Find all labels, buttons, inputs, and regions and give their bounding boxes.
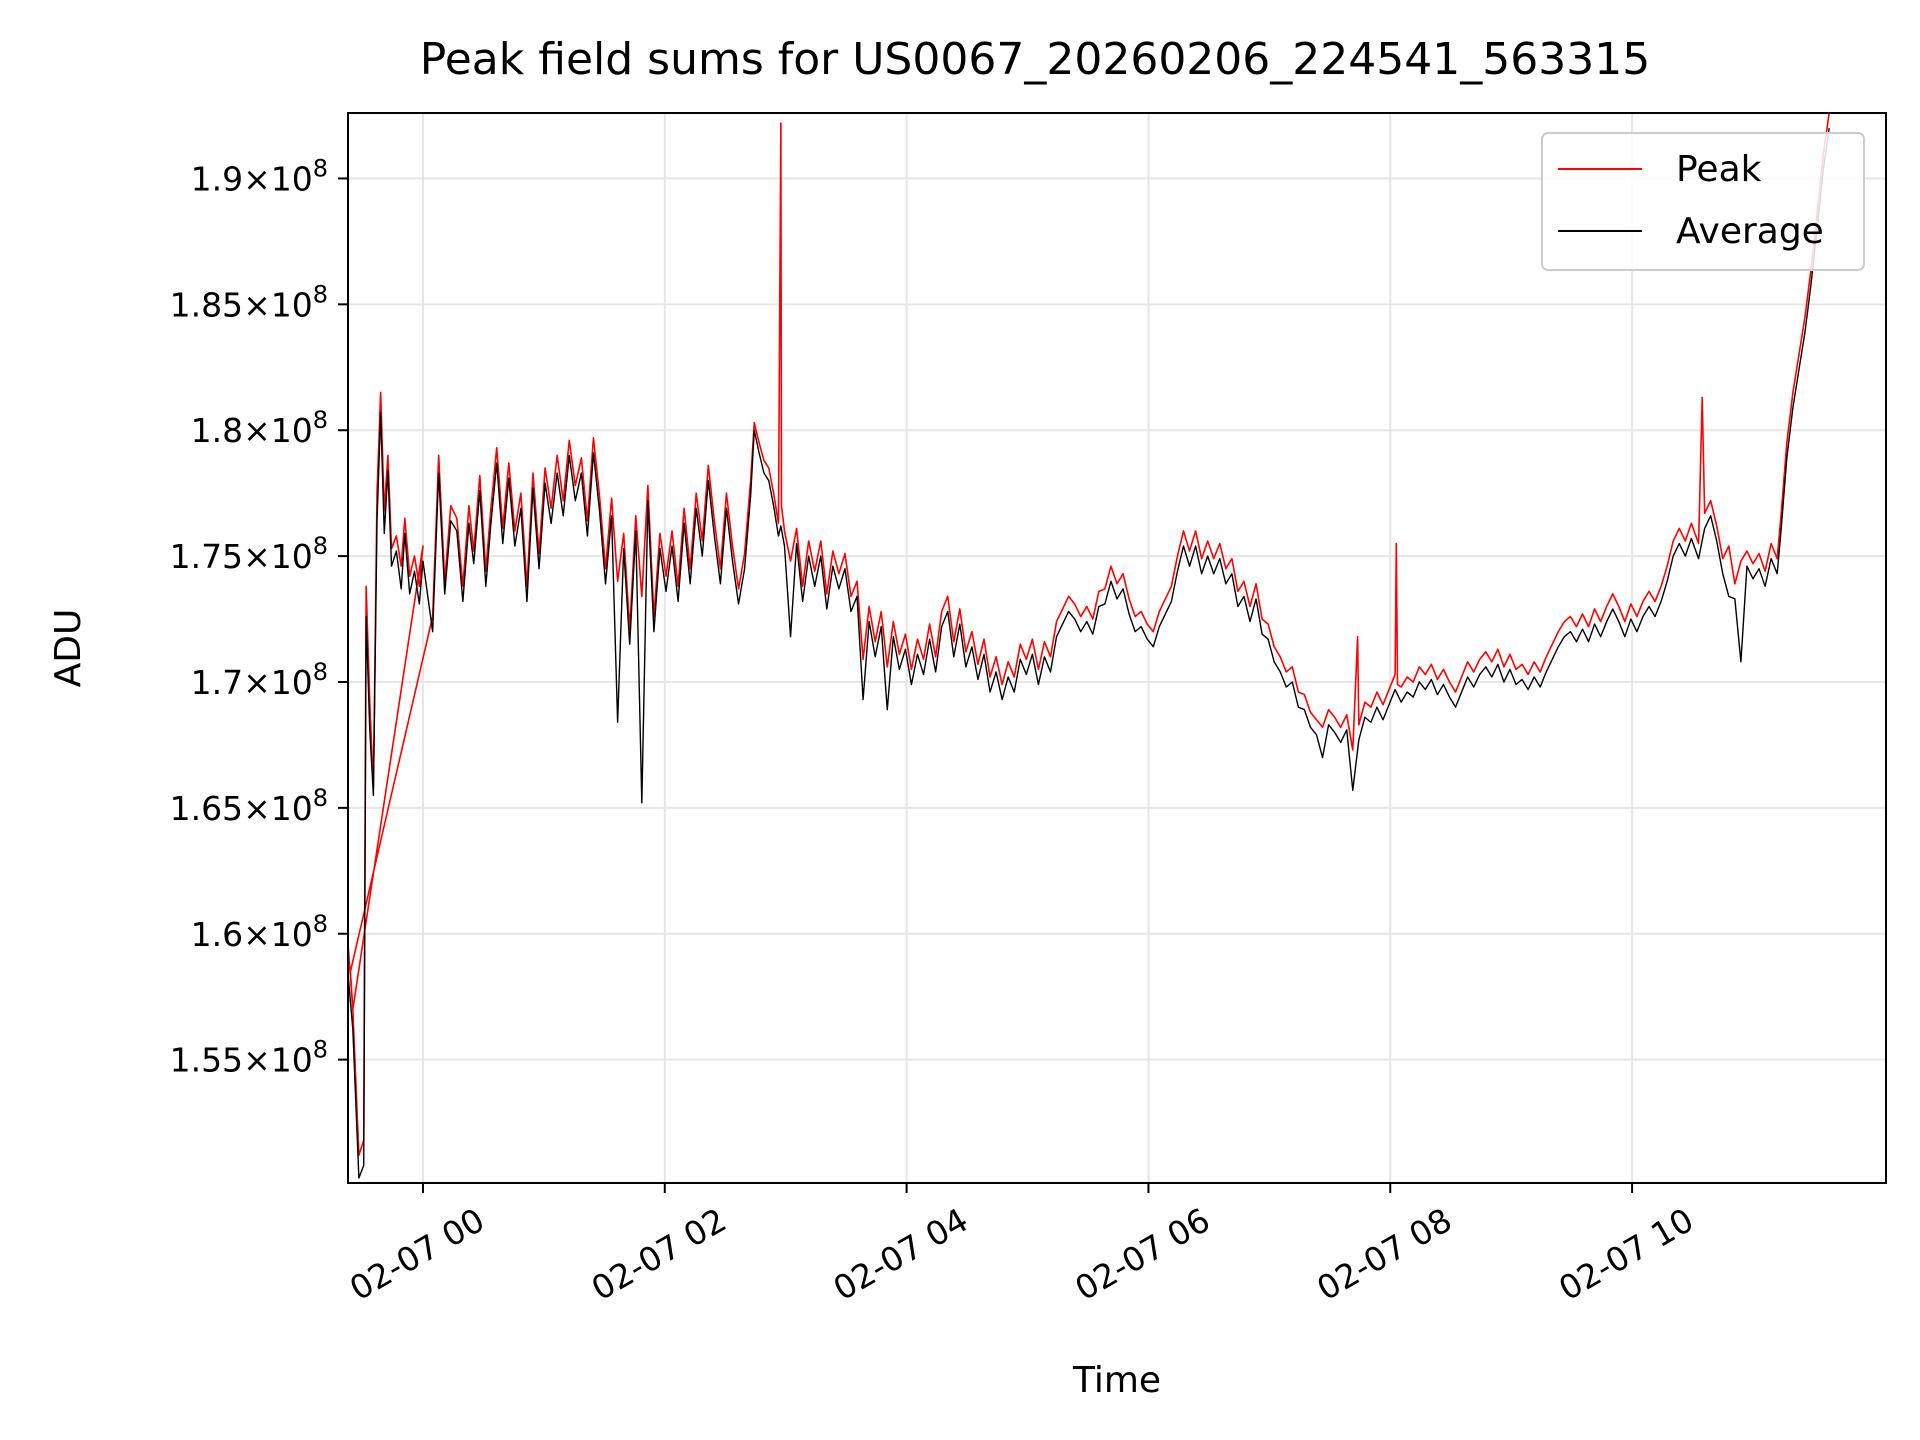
y-tick-times: × (243, 915, 271, 954)
y-tick-mantissa: 1.55 (170, 1041, 243, 1080)
y-tick-label: 1.7×108 (191, 658, 328, 702)
y-tick-mantissa: 1.8 (191, 411, 243, 450)
y-tick-base: 10 (271, 915, 313, 954)
y-tick-mantissa: 1.65 (170, 789, 243, 828)
y-tick-base: 10 (271, 411, 313, 450)
series-line-peak (348, 113, 1830, 1157)
y-tick-label: 1.75×108 (170, 532, 328, 576)
y-tick-times: × (243, 411, 271, 450)
y-tick-times: × (243, 159, 271, 198)
y-tick-label: 1.85×108 (170, 280, 328, 324)
y-tick-exponent: 8 (313, 658, 328, 686)
y-tick-times: × (243, 663, 271, 702)
y-tick-times: × (243, 1041, 271, 1080)
legend-label-average: Average (1676, 211, 1824, 252)
plot-frame (347, 112, 1887, 1184)
grid (348, 113, 1886, 1183)
y-tick-label: 1.6×108 (191, 910, 328, 954)
legend-frame (1541, 132, 1865, 271)
y-tick-base: 10 (271, 537, 313, 576)
y-tick-exponent: 8 (313, 154, 328, 182)
y-tick-mantissa: 1.6 (191, 915, 243, 954)
series-line-average (348, 128, 1830, 1179)
chart-title: Peak field sums for US0067_20260206_2245… (420, 34, 1650, 85)
series-layer (348, 113, 1830, 1179)
y-tick-mantissa: 1.75 (170, 537, 243, 576)
y-axis: 1.55×1081.6×1081.65×1081.7×1081.75×1081.… (170, 154, 348, 1080)
legend: Peak Average (1541, 132, 1865, 271)
y-tick-base: 10 (271, 663, 313, 702)
y-tick-mantissa: 1.9 (191, 159, 243, 198)
y-tick-exponent: 8 (313, 532, 328, 560)
y-tick-base: 10 (271, 789, 313, 828)
y-tick-exponent: 8 (313, 1036, 328, 1064)
y-tick-label: 1.65×108 (170, 784, 328, 828)
x-axis-label: Time (1072, 1360, 1161, 1401)
y-tick-label: 1.9×108 (191, 154, 328, 198)
y-tick-times: × (243, 285, 271, 324)
y-tick-exponent: 8 (313, 280, 328, 308)
y-tick-base: 10 (271, 159, 313, 198)
y-tick-label: 1.55×108 (170, 1036, 328, 1080)
y-tick-label: 1.8×108 (191, 406, 328, 450)
y-tick-mantissa: 1.7 (191, 663, 243, 702)
y-tick-base: 10 (271, 285, 313, 324)
y-tick-exponent: 8 (313, 784, 328, 812)
y-tick-mantissa: 1.85 (170, 285, 243, 324)
y-tick-exponent: 8 (313, 910, 328, 938)
legend-label-peak: Peak (1676, 149, 1762, 190)
y-tick-times: × (243, 789, 271, 828)
y-tick-base: 10 (271, 1041, 313, 1080)
y-tick-exponent: 8 (313, 406, 328, 434)
y-axis-label: ADU (48, 609, 89, 688)
y-tick-times: × (243, 537, 271, 576)
